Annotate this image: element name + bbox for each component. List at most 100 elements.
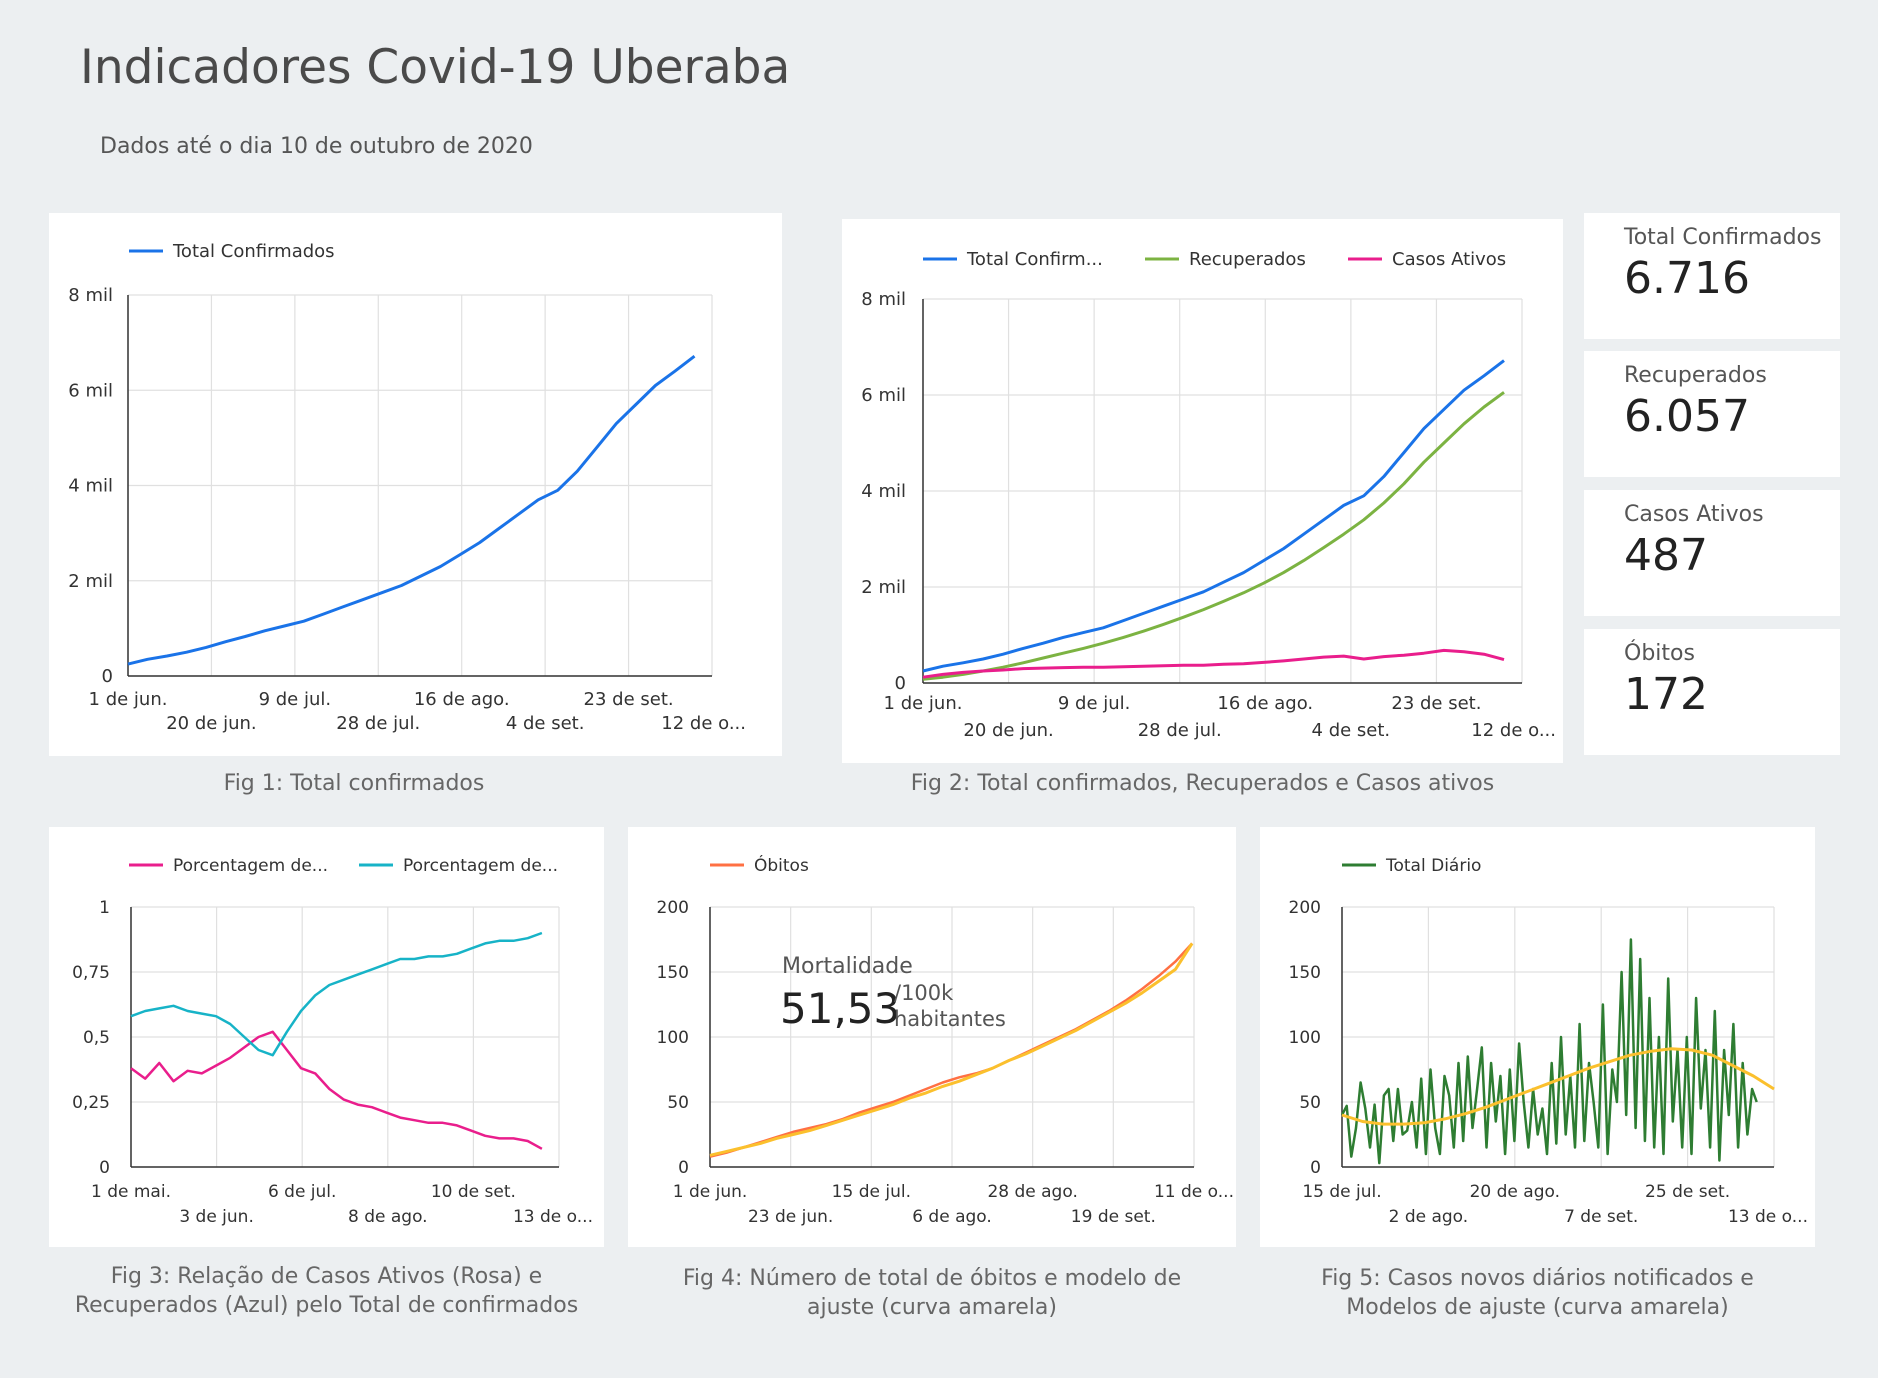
y-tick-label: 0,5 (83, 1028, 110, 1048)
grid (922, 298, 1523, 684)
x-tick-label: 4 de set. (1312, 720, 1391, 741)
fig4-caption: Fig 4: Número de total de óbitos e model… (628, 1264, 1236, 1322)
y-tick-label: 0 (678, 1158, 689, 1178)
x-tick-label: 9 de jul. (259, 689, 332, 710)
fig4-card: 0 50 100 150 200 1 de jun. 15 de jul. 28 de ago… (628, 827, 1236, 1247)
y-tick-label: 8 mil (861, 289, 906, 310)
y-tick-label: 50 (1299, 1093, 1321, 1113)
x-tick-label: 20 de jun. (166, 713, 256, 734)
kpi-label: Casos Ativos (1624, 502, 1764, 527)
fit-curve (709, 942, 1194, 1157)
y-tick-label: 6 mil (68, 380, 113, 401)
series-line (1340, 938, 1758, 1165)
page-title: Indicadores Covid-19 Uberaba (80, 40, 791, 95)
x-tick-label: 7 de set. (1564, 1207, 1638, 1227)
x-tick-label: 1 de mai. (91, 1182, 171, 1202)
y-tick-label: 100 (657, 1028, 689, 1048)
series-line (127, 355, 696, 666)
y-tick-label: 150 (1289, 963, 1321, 983)
legend-label: Porcentagem de... (173, 856, 328, 876)
fig2-card: 0 2 mil 4 mil 6 mil 8 mil 1 de jun. 9 de jul. 1… (842, 219, 1563, 763)
kpi-value: 6.057 (1624, 391, 1750, 442)
legend-label: Total Confirmados (172, 241, 335, 262)
fig4-caption-line1: Fig 4: Número de total de óbitos e model… (682, 1266, 1182, 1291)
fig1-caption-text: Fig 1: Total confirmados (223, 771, 485, 796)
fig3-card: 0 0,25 0,5 0,75 1 1 de mai. 6 de jul. 10 de set… (49, 827, 604, 1247)
x-tick-label: 1 de jun. (884, 693, 963, 714)
x-tick-label: 8 de ago. (348, 1207, 428, 1227)
kpi-total-confirmados: Total Confirmados 6.716 (1584, 213, 1840, 339)
series-line (922, 648, 1505, 679)
fig2-chart: 0 2 mil 4 mil 6 mil 8 mil 1 de jun. 9 de jul. 1… (861, 249, 1556, 741)
fig5-caption-line1: Fig 5: Casos novos diários notificados e (1321, 1266, 1754, 1291)
x-tick-label: 11 de o... (1154, 1182, 1234, 1202)
y-tick-label: 50 (667, 1093, 689, 1113)
fig3-caption-line1: Fig 3: Relação de Casos Ativos (Rosa) e (110, 1264, 543, 1289)
x-tick-label: 6 de ago. (912, 1207, 992, 1227)
y-tick-label: 0,75 (72, 963, 110, 983)
x-tick-label: 12 de o... (1471, 720, 1556, 741)
fig1-chart: 0 2 mil 4 mil 6 mil 8 mil 1 de jun. 9 de jul. 1… (68, 241, 746, 734)
y-tick-label: 4 mil (68, 476, 113, 497)
legend-label: Total Diário (1385, 856, 1481, 876)
x-tick-label: 23 de jun. (748, 1207, 833, 1227)
kpi-label: Recuperados (1624, 363, 1767, 388)
y-tick-label: 0 (102, 666, 113, 687)
kpi-casos-ativos: Casos Ativos 487 (1584, 490, 1840, 616)
y-tick-label: 6 mil (861, 385, 906, 406)
grid (127, 294, 713, 677)
fit-curve (1341, 1047, 1775, 1126)
fig5-caption: Fig 5: Casos novos diários notificados e… (1260, 1264, 1815, 1322)
fig5-card: 0 50 100 150 200 15 de jul. 20 de ago. 25 de se… (1260, 827, 1815, 1247)
mortality-unit-line1: /100k (894, 981, 954, 1005)
fig2-caption-text: Fig 2: Total confirmados, Recuperados e … (910, 771, 1495, 796)
fig3-caption: Fig 3: Relação de Casos Ativos (Rosa) e … (49, 1262, 604, 1320)
x-tick-label: 1 de jun. (89, 689, 168, 710)
fig1-caption: Fig 1: Total confirmados (49, 769, 659, 798)
x-tick-label: 23 de set. (584, 689, 674, 710)
x-tick-label: 28 de ago. (987, 1182, 1077, 1202)
kpi-value: 172 (1624, 669, 1708, 720)
x-tick-label: 15 de jul. (1302, 1182, 1381, 1202)
legend-label: Total Confirm... (966, 249, 1103, 270)
page-subtitle: Dados até o dia 10 de outubro de 2020 (100, 134, 533, 159)
x-tick-label: 25 de set. (1645, 1182, 1730, 1202)
y-tick-label: 150 (657, 963, 689, 983)
legend-label: Recuperados (1189, 249, 1306, 270)
kpi-value: 6.716 (1624, 253, 1750, 304)
fig4-chart: 0 50 100 150 200 1 de jun. 15 de jul. 28 de ago… (657, 854, 1234, 1227)
y-tick-label: 2 mil (861, 577, 906, 598)
kpi-recuperados: Recuperados 6.057 (1584, 351, 1840, 477)
kpi-label: Total Confirmados (1624, 225, 1822, 250)
series-line (922, 391, 1505, 681)
fig3-caption-line2: Recuperados (Azul) pelo Total de confirm… (74, 1293, 579, 1318)
y-tick-label: 4 mil (861, 481, 906, 502)
kpi-value: 487 (1624, 530, 1708, 581)
series-line (130, 1030, 543, 1150)
x-tick-label: 13 de o... (1728, 1207, 1808, 1227)
x-tick-label: 19 de set. (1071, 1207, 1156, 1227)
x-tick-label: 9 de jul. (1058, 693, 1131, 714)
x-tick-label: 6 de jul. (268, 1182, 337, 1202)
series-line (130, 931, 543, 1057)
fig4-caption-line2: ajuste (curva amarela) (807, 1295, 1057, 1320)
fig5-caption-line2: Modelos de ajuste (curva amarela) (1346, 1295, 1729, 1320)
x-tick-label: 12 de o... (661, 713, 746, 734)
kpi-label: Óbitos (1624, 641, 1695, 666)
y-tick-label: 0,25 (72, 1093, 110, 1113)
x-tick-label: 3 de jun. (179, 1207, 254, 1227)
y-tick-label: 8 mil (68, 285, 113, 306)
y-tick-label: 0 (895, 673, 906, 694)
y-tick-label: 0 (1310, 1158, 1321, 1178)
x-tick-label: 2 de ago. (1389, 1207, 1469, 1227)
x-tick-label: 23 de set. (1391, 693, 1481, 714)
fig5-chart: 0 50 100 150 200 15 de jul. 20 de ago. 25 de se… (1289, 856, 1808, 1227)
x-tick-label: 1 de jun. (673, 1182, 748, 1202)
x-tick-label: 13 de o... (513, 1207, 593, 1227)
mortality-value: 51,53 (780, 984, 901, 1033)
x-tick-label: 28 de jul. (1138, 720, 1222, 741)
x-tick-label: 28 de jul. (336, 713, 420, 734)
kpi-obitos: Óbitos 172 (1584, 629, 1840, 755)
y-tick-label: 200 (1289, 898, 1321, 918)
y-tick-label: 200 (657, 898, 689, 918)
